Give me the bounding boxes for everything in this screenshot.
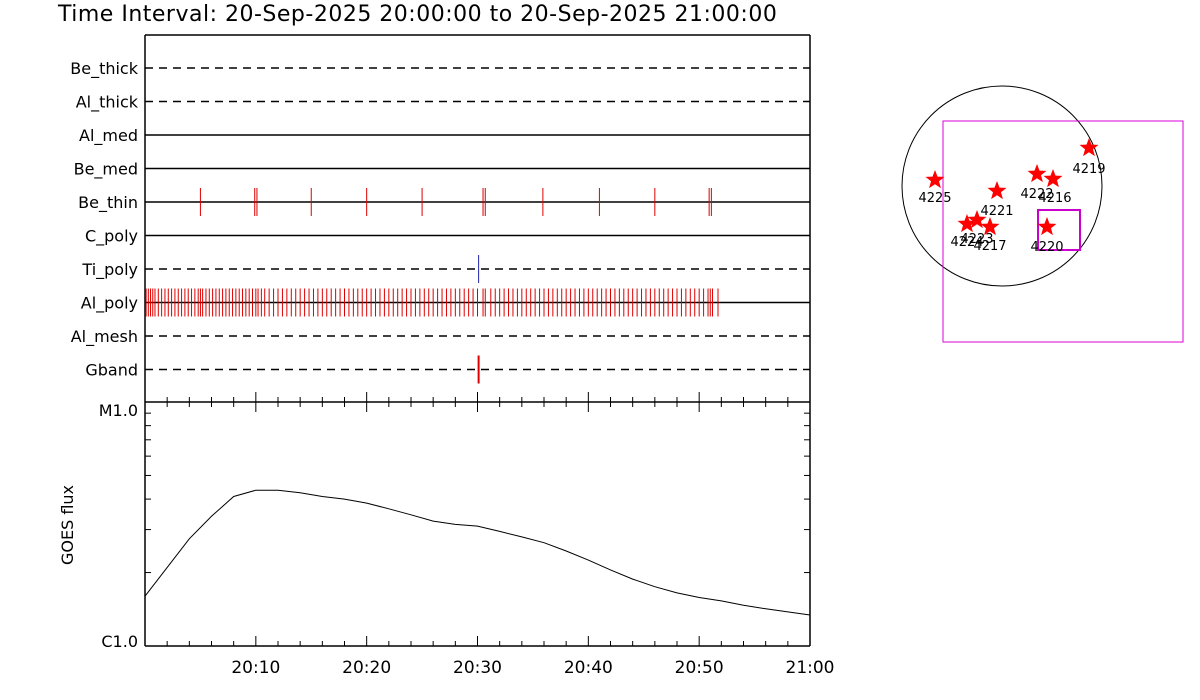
instrument-fov bbox=[942, 120, 1184, 343]
region-label-4222: 4222 bbox=[1020, 187, 1053, 202]
channel-label-al_med: Al_med bbox=[79, 126, 138, 146]
x-tick-label: 20:30 bbox=[453, 658, 502, 678]
region-star-4216 bbox=[1043, 169, 1063, 188]
channel-label-gband: Gband bbox=[85, 361, 138, 380]
goes-flux-axes bbox=[144, 392, 811, 647]
channel-label-c_poly: C_poly bbox=[85, 227, 138, 247]
goes-flux-ylabel: GOES flux bbox=[58, 485, 77, 565]
region-star-4220 bbox=[1037, 217, 1057, 236]
channel-label-be_thick: Be_thick bbox=[70, 59, 138, 79]
x-tick-labels: 20:10 20:20 20:30 20:40 20:50 21:00 bbox=[231, 658, 834, 678]
channel-label-al_poly: Al_poly bbox=[81, 294, 138, 314]
region-label-4224: 4224 bbox=[950, 235, 983, 250]
timeline-events bbox=[145, 188, 719, 384]
channel-label-al_mesh: Al_mesh bbox=[71, 327, 138, 347]
region-star-4217 bbox=[980, 217, 1000, 236]
region-star-4222 bbox=[1027, 164, 1047, 183]
x-tick-label: 20:10 bbox=[231, 658, 280, 678]
region-star-4219 bbox=[1079, 138, 1099, 157]
goes-flux-line bbox=[144, 489, 811, 616]
region-label-4221: 4221 bbox=[980, 204, 1013, 219]
x-tick-label: 20:20 bbox=[342, 658, 391, 678]
channel-label-be_thin: Be_thin bbox=[78, 193, 138, 213]
region-label-4223: 4223 bbox=[960, 232, 993, 247]
region-label-4216: 4216 bbox=[1038, 191, 1071, 206]
flare-box bbox=[1037, 209, 1081, 251]
y-tick-label-bottom: C1.0 bbox=[101, 632, 138, 651]
x-tick-label: 21:00 bbox=[786, 658, 835, 678]
solar-disk bbox=[901, 85, 1103, 287]
region-label-4225: 4225 bbox=[918, 191, 951, 206]
x-tick-label: 20:40 bbox=[564, 658, 613, 678]
y-tick-label-top: M1.0 bbox=[99, 401, 138, 420]
channel-label-be_med: Be_med bbox=[74, 160, 138, 180]
region-star-4225 bbox=[925, 170, 945, 189]
region-star-4221 bbox=[987, 181, 1007, 200]
x-tick-label: 20:50 bbox=[675, 658, 724, 678]
chart-title: Time Interval: 20-Sep-2025 20:00:00 to 2… bbox=[58, 2, 778, 27]
region-label-4219: 4219 bbox=[1072, 162, 1105, 177]
channel-label-ti_poly: Ti_poly bbox=[81, 260, 138, 280]
region-label-4220: 4220 bbox=[1030, 240, 1063, 255]
region-label-4217: 4217 bbox=[973, 239, 1006, 254]
channel-label-al_thick: Al_thick bbox=[76, 93, 139, 113]
region-star-4224 bbox=[957, 214, 977, 233]
region-star-4223 bbox=[967, 210, 987, 229]
